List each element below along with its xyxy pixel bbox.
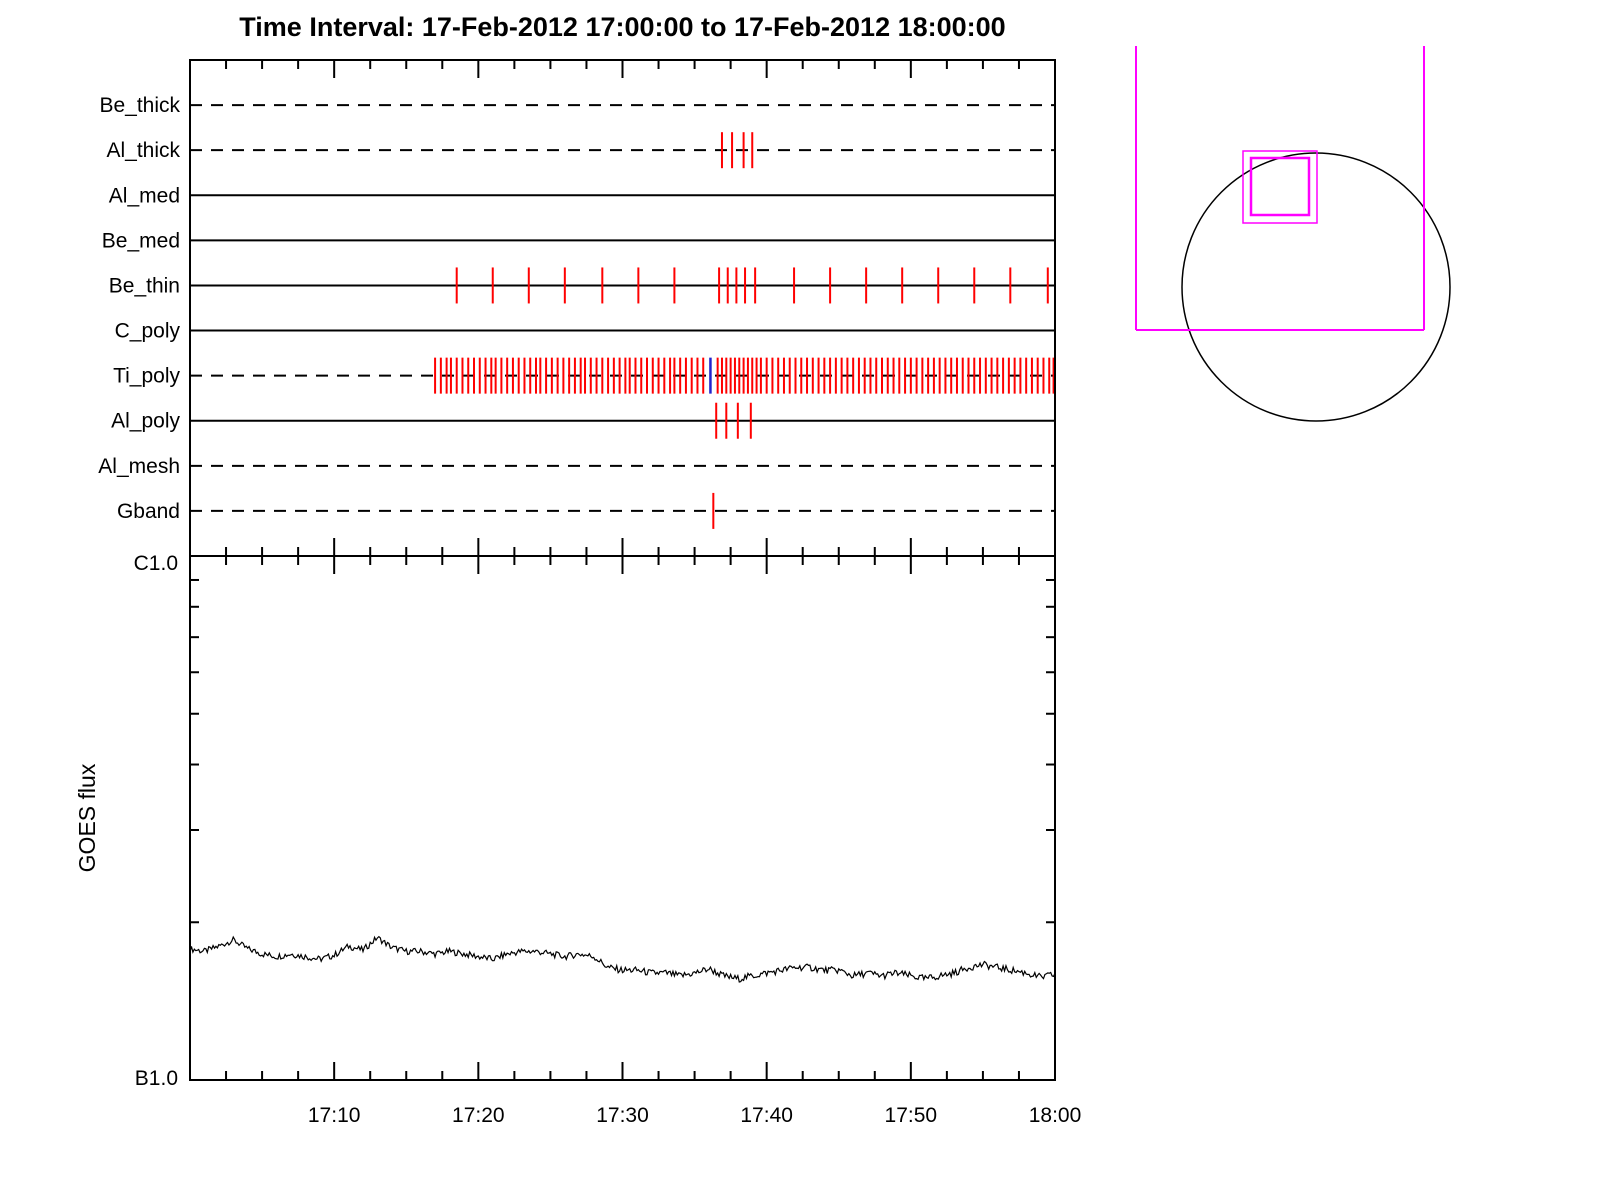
filter-row-label: C_poly bbox=[115, 320, 181, 343]
filter-row-Be_thick: Be_thick bbox=[99, 94, 1055, 117]
filter-row-Al_poly: Al_poly bbox=[111, 402, 1055, 439]
filter-row-Be_thin: Be_thin bbox=[109, 267, 1055, 304]
x-tick-label: 17:30 bbox=[596, 1104, 649, 1127]
fov-pointing-inset bbox=[1135, 46, 1451, 422]
goes-flux-curve bbox=[189, 935, 1056, 983]
goes-flux-panel: C1.0 B1.0 GOES flux 17:10 17:20 17:30 17:40 17:… bbox=[74, 552, 1081, 1127]
x-tick-label: 17:10 bbox=[308, 1104, 361, 1127]
filter-row-Al_mesh: Al_mesh bbox=[98, 455, 1055, 478]
filter-timeline-panel: Be_thick Al_thick Al_med Be_med Be_thin C_pol… bbox=[98, 59, 1056, 557]
filter-row-Ti_poly: Ti_poly bbox=[113, 357, 1055, 394]
filter-row-Gband: Gband bbox=[117, 492, 1055, 529]
filter-row-Al_med: Al_med bbox=[109, 184, 1055, 207]
filter-row-label: Al_poly bbox=[111, 410, 180, 433]
x-tick-label: 18:00 bbox=[1029, 1104, 1082, 1127]
x-tick-label: 17:40 bbox=[740, 1104, 793, 1127]
goes-ymin-label: B1.0 bbox=[135, 1067, 178, 1090]
solar-limb-circle bbox=[1181, 152, 1451, 422]
filter-row-label: Be_thin bbox=[109, 274, 180, 297]
x-tick-label: 17:50 bbox=[885, 1104, 938, 1127]
filter-row-label: Ti_poly bbox=[113, 365, 180, 388]
x-tick-label: 17:20 bbox=[452, 1104, 505, 1127]
fov-box bbox=[1249, 156, 1311, 217]
goes-axis-title: GOES flux bbox=[74, 763, 100, 872]
filter-row-label: Be_thick bbox=[99, 94, 180, 117]
filter-row-label: Al_med bbox=[109, 184, 180, 207]
filter-row-Be_med: Be_med bbox=[102, 229, 1055, 252]
filter-row-label: Al_mesh bbox=[98, 455, 180, 478]
filter-row-C_poly: C_poly bbox=[115, 320, 1055, 343]
goes-ymax-label: C1.0 bbox=[134, 552, 178, 575]
filter-row-label: Gband bbox=[117, 500, 180, 523]
filter-row-label: Be_med bbox=[102, 229, 180, 252]
fov-box bbox=[1242, 150, 1318, 224]
filter-row-label: Al_thick bbox=[106, 139, 180, 162]
filter-row-Al_thick: Al_thick bbox=[106, 132, 1055, 169]
chart-title: Time Interval: 17-Feb-2012 17:00:00 to 1… bbox=[239, 12, 1006, 42]
